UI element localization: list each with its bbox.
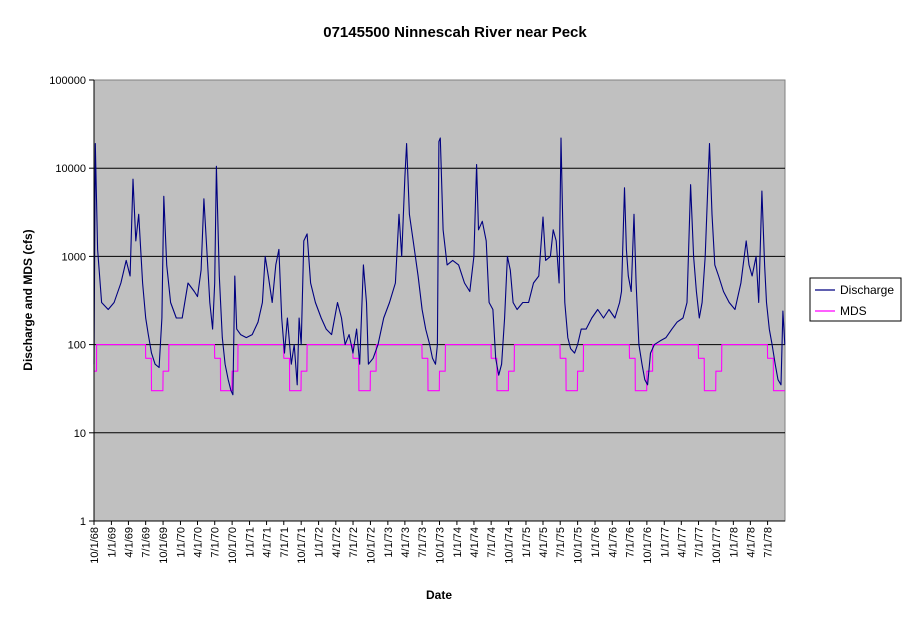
x-tick-label: 7/1/76 [624, 527, 636, 558]
x-tick-label: 7/1/73 [417, 527, 429, 558]
x-tick-label: 10/1/76 [642, 527, 654, 564]
x-tick-label: 1/1/75 [521, 527, 533, 558]
x-tick-label: 10/1/72 [365, 527, 377, 564]
x-tick-label: 10/1/70 [227, 527, 239, 564]
x-tick-label: 10/1/75 [573, 527, 585, 564]
x-tick-label: 4/1/74 [469, 527, 481, 558]
x-axis-title: Date [426, 588, 452, 602]
x-tick-label: 10/1/73 [435, 527, 447, 564]
x-tick-label: 1/1/69 [106, 527, 118, 558]
y-tick-label: 10000 [55, 163, 86, 175]
x-tick-label: 1/1/70 [175, 527, 187, 558]
x-tick-label: 10/1/69 [158, 527, 170, 564]
x-tick-label: 10/1/77 [711, 527, 723, 564]
y-tick-label: 10 [74, 428, 86, 440]
x-tick-label: 7/1/72 [348, 527, 360, 558]
y-axis-title: Discharge and MDS (cfs) [21, 229, 35, 370]
x-tick-label: 7/1/70 [210, 527, 222, 558]
legend-mds-label: MDS [840, 304, 867, 318]
x-tick-label: 1/1/76 [590, 527, 602, 558]
x-tick-label: 7/1/69 [141, 527, 153, 558]
x-tick-label: 10/1/74 [504, 527, 516, 564]
x-tick-label: 1/1/73 [383, 527, 395, 558]
x-tick-label: 1/1/77 [659, 527, 671, 558]
x-tick-label: 4/1/69 [123, 527, 135, 558]
x-tick-label: 10/1/68 [89, 527, 101, 564]
x-tick-label: 1/1/71 [245, 527, 257, 558]
x-tick-label: 4/1/70 [192, 527, 204, 558]
x-tick-label: 1/1/72 [314, 527, 326, 558]
discharge-series [93, 137, 786, 396]
x-tick-label: 4/1/76 [607, 527, 619, 558]
x-tick-label: 7/1/71 [279, 527, 291, 558]
legend-box [809, 277, 902, 322]
x-tick-label: 7/1/75 [555, 527, 567, 558]
x-axis: 10/1/68 1/1/69 4/1/69 7/1/69 10/1/69 1/1/70 4/… [89, 520, 785, 564]
chart-title: 07145500 Ninnescah River near Peck [323, 24, 587, 41]
legend-discharge-label: Discharge [840, 283, 894, 297]
discharge-line [93, 137, 786, 396]
x-tick-label: 4/1/78 [745, 527, 757, 558]
x-tick-label: 7/1/77 [694, 527, 706, 558]
x-tick-label: 4/1/72 [331, 527, 343, 558]
x-tick-label: 4/1/73 [400, 527, 412, 558]
y-axis: 1 10 100 1000 10000 100000 [49, 75, 95, 528]
x-tick-label: 10/1/71 [296, 527, 308, 564]
plot-area [93, 79, 786, 522]
x-tick-label: 1/1/74 [452, 527, 464, 558]
legend: Discharge MDS [809, 277, 902, 322]
y-tick-label: 100000 [49, 75, 86, 87]
x-tick-label: 4/1/71 [262, 527, 274, 558]
x-tick-label: 7/1/74 [486, 527, 498, 558]
x-tick-label: 4/1/77 [676, 527, 688, 558]
x-tick-label: 1/1/78 [728, 527, 740, 558]
y-tick-label: 1 [80, 516, 86, 528]
y-tick-label: 1000 [62, 251, 86, 263]
x-tick-label: 7/1/78 [763, 527, 775, 558]
y-tick-label: 100 [68, 340, 86, 352]
x-tick-label: 4/1/75 [538, 527, 550, 558]
